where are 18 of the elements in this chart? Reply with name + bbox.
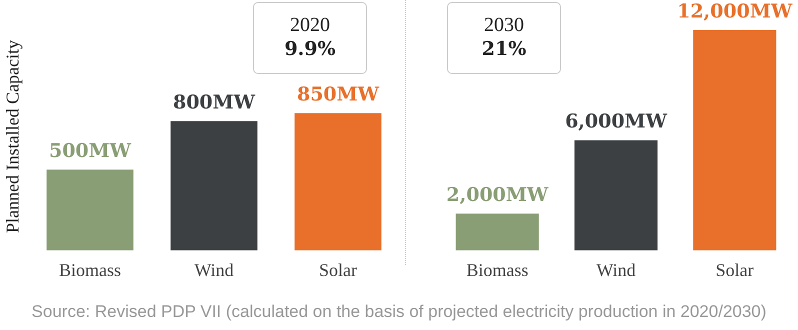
x-tick-label: Solar [716,260,754,280]
text: 21% [480,37,528,61]
source-note: Source: Revised PDP VII (calculated on the basis of projected electricity production in 2020/2030) [30,302,768,322]
data-label: 500MW [48,140,132,162]
data-label: 850MW [296,84,380,106]
data-label: 6,000MW [565,110,668,133]
data-label: 12,000MW [677,0,793,22]
x-tick-label: Wind [194,260,234,280]
chart-title: 2020 [289,13,331,37]
data-label: 2,000MW [446,184,549,206]
y-axis-title: Planned Installed Capacity [2,39,24,235]
x-tick-label: Wind [596,260,636,280]
x-tick-label: Solar [319,260,357,280]
x-tick-label: Biomass [58,260,122,280]
data-label: 800MW [172,92,256,114]
chart-title: 2030 [483,13,525,37]
chart-subtitle: 9.9% [283,37,337,61]
x-tick-label: Biomass [466,260,528,280]
